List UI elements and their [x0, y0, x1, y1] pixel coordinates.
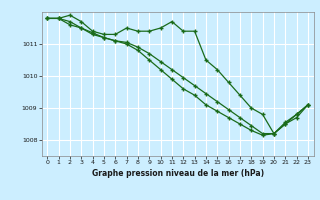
- X-axis label: Graphe pression niveau de la mer (hPa): Graphe pression niveau de la mer (hPa): [92, 169, 264, 178]
